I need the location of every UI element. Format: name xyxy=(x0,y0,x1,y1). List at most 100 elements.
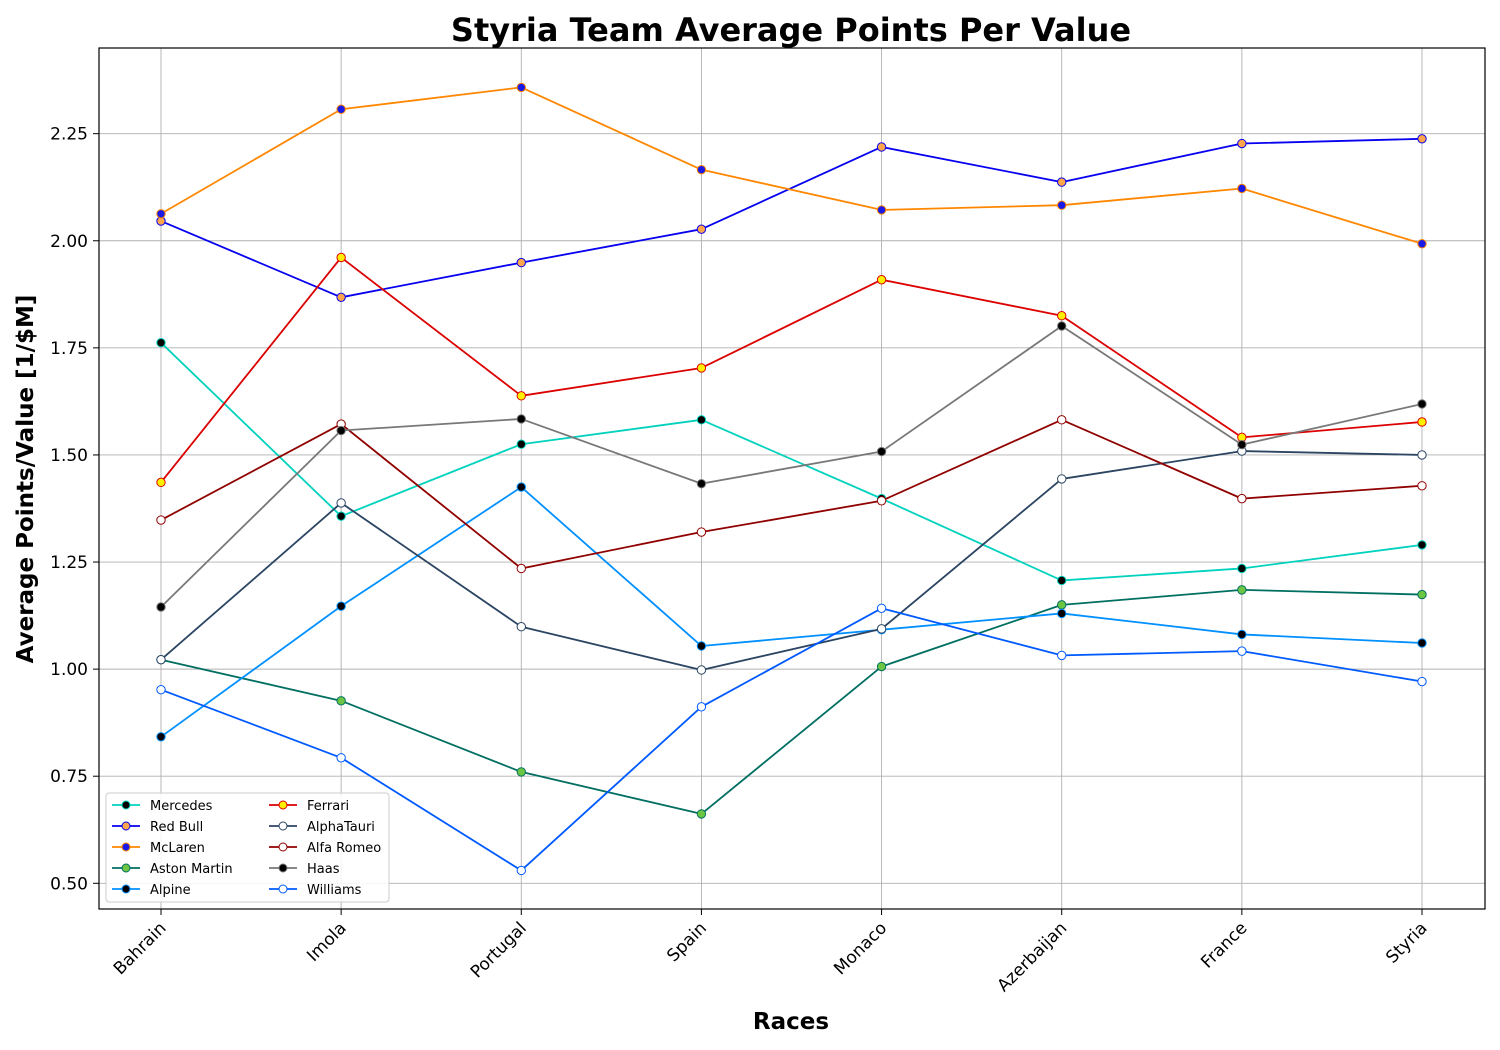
x-axis: Bahrain Imola Portugal Spain Monaco Azerbaija… xyxy=(110,909,1432,996)
data-point-ferrari xyxy=(156,477,166,488)
data-point-williams xyxy=(1417,676,1427,687)
series-line-alfa-romeo xyxy=(160,418,1423,570)
data-point-mercedes xyxy=(1237,563,1247,574)
data-point-alfa-romeo xyxy=(696,527,707,537)
data-point-alpine xyxy=(336,601,346,611)
x-tick-label: France xyxy=(1197,918,1251,972)
legend: Mercedes Red Bull McLaren Aston Martin Alpin… xyxy=(105,792,390,903)
data-point-mercedes xyxy=(336,511,346,521)
x-tick-label: Styria xyxy=(1382,918,1431,967)
data-point-mercedes xyxy=(696,415,707,425)
data-point-ferrari xyxy=(516,391,526,401)
legend-label: Aston Martin xyxy=(150,862,233,877)
data-point-alpine xyxy=(156,732,166,742)
data-point-alphatauri xyxy=(696,665,707,675)
series-line-alpine xyxy=(160,486,1423,738)
data-point-mercedes xyxy=(1417,540,1427,550)
legend-entry-williams: Williams xyxy=(269,883,362,898)
data-point-alpine xyxy=(1057,608,1067,619)
legend-entry-mclaren: McLaren xyxy=(112,841,205,856)
data-point-mclaren xyxy=(1057,200,1067,210)
data-point-alpine xyxy=(516,482,526,492)
data-point-mercedes xyxy=(516,439,526,449)
legend-label: Williams xyxy=(307,883,362,898)
data-point-aston-martin xyxy=(1237,585,1247,595)
plot-frame xyxy=(98,47,1486,910)
data-point-ferrari xyxy=(1417,417,1427,427)
data-point-ferrari xyxy=(336,252,346,263)
data-point-alphatauri xyxy=(156,654,166,665)
legend-label: Alpine xyxy=(150,883,191,898)
series-williams xyxy=(156,603,1427,876)
data-point-alphatauri xyxy=(1417,450,1427,460)
data-point-alpine xyxy=(1237,629,1247,640)
y-tick-label: 0.50 xyxy=(50,874,88,894)
data-point-williams xyxy=(696,702,707,712)
series-red-bull xyxy=(156,134,1427,303)
data-point-haas xyxy=(1057,321,1067,331)
y-tick-label: 2.00 xyxy=(50,232,88,252)
data-point-alphatauri xyxy=(336,498,346,508)
data-point-alfa-romeo xyxy=(1057,415,1067,425)
legend-entry-haas: Haas xyxy=(269,862,340,877)
data-point-ferrari xyxy=(696,363,707,373)
data-point-haas xyxy=(1417,399,1427,409)
legend-marker xyxy=(278,842,288,852)
series-layer xyxy=(156,82,1427,876)
data-point-aston-martin xyxy=(1417,589,1427,600)
y-tick-label: 1.00 xyxy=(50,660,88,680)
legend-marker xyxy=(278,863,288,873)
legend-label: Red Bull xyxy=(150,820,203,835)
series-haas xyxy=(156,321,1427,612)
series-line-aston-martin xyxy=(160,588,1423,815)
data-point-red-bull xyxy=(1057,177,1067,187)
legend-entry-mercedes: Mercedes xyxy=(112,799,213,814)
grid xyxy=(99,48,1485,909)
data-point-mclaren xyxy=(876,205,887,215)
series-line-williams xyxy=(160,607,1423,872)
y-axis: 0.50 0.75 1.00 1.25 1.50 1.75 2.00 2.25 xyxy=(50,125,99,894)
legend-marker xyxy=(121,863,131,873)
legend-box xyxy=(105,792,390,903)
series-alfa-romeo xyxy=(156,415,1427,574)
series-ferrari xyxy=(156,252,1427,488)
data-point-ferrari xyxy=(1057,311,1067,321)
data-point-ferrari xyxy=(876,275,887,285)
data-point-mclaren xyxy=(1417,239,1427,249)
data-point-mclaren xyxy=(696,164,707,175)
x-tick-label: Monaco xyxy=(830,918,891,979)
data-point-mclaren xyxy=(516,82,526,93)
legend-label: McLaren xyxy=(150,841,205,856)
data-point-alpine xyxy=(1417,638,1427,648)
data-point-alphatauri xyxy=(876,624,887,634)
legend-entry-alfa-romeo: Alfa Romeo xyxy=(269,841,381,856)
series-line-alphatauri xyxy=(160,450,1423,671)
data-point-mercedes xyxy=(1057,575,1067,586)
data-point-alpine xyxy=(696,641,707,651)
data-point-red-bull xyxy=(876,142,887,152)
data-point-red-bull xyxy=(336,292,346,303)
x-axis-label: Races xyxy=(753,1009,829,1035)
data-point-red-bull xyxy=(1417,134,1427,144)
data-point-alfa-romeo xyxy=(876,496,887,506)
data-point-aston-martin xyxy=(696,809,707,819)
y-tick-label: 2.25 xyxy=(50,125,88,145)
data-point-haas xyxy=(696,478,707,489)
series-mclaren xyxy=(156,82,1427,249)
data-point-aston-martin xyxy=(1057,600,1067,610)
data-point-haas xyxy=(516,414,526,424)
legend-label: Ferrari xyxy=(307,799,349,814)
data-point-red-bull xyxy=(1237,138,1247,149)
series-line-mercedes xyxy=(160,342,1423,582)
y-tick-label: 0.75 xyxy=(50,767,88,787)
data-point-haas xyxy=(336,425,346,436)
data-point-aston-martin xyxy=(516,767,526,777)
y-axis-label: Average Points/Value [1/$M] xyxy=(13,295,39,664)
x-tick-label: Portugal xyxy=(467,918,531,982)
series-line-ferrari xyxy=(160,256,1423,483)
legend-entry-aston-martin: Aston Martin xyxy=(112,862,233,877)
series-line-red-bull xyxy=(160,137,1423,299)
series-alphatauri xyxy=(156,446,1427,675)
data-point-haas xyxy=(876,446,887,457)
